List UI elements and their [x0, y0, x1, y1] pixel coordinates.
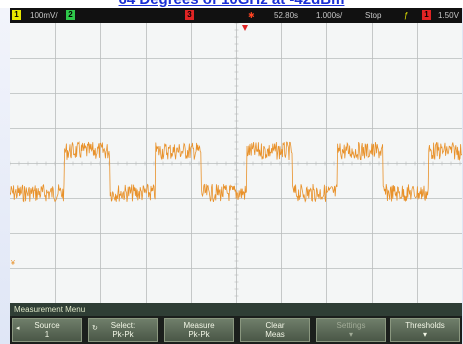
entry-knob-icon: ↻ [92, 325, 98, 332]
trigger-level: 1.50V [438, 11, 459, 20]
settings-softkey[interactable]: Settings ▾ [316, 318, 386, 342]
softkey-value: Meas [265, 330, 285, 339]
waveform-screen[interactable]: ¥ [10, 23, 462, 303]
trigger-edge-icon: ƒ [404, 11, 409, 20]
caption-link[interactable]: 64 Degrees of 10GHz at -42dBm [119, 0, 345, 8]
ground-marker: ¥ [11, 260, 15, 267]
select-softkey[interactable]: ↻ Select: Pk-Pk [88, 318, 158, 342]
time-offset: 52.80s [274, 11, 299, 20]
trigger-position-marker [242, 25, 248, 31]
submenu-arrow-icon: ▾ [422, 330, 427, 339]
channel3-badge[interactable]: 3 [185, 10, 194, 20]
softkey-value: Pk-Pk [112, 330, 134, 339]
time-scale: 1.000s/ [316, 11, 343, 20]
softkey-label: Thresholds [405, 321, 445, 330]
measure-softkey[interactable]: Measure Pk-Pk [164, 318, 234, 342]
waveform-svg: ¥ [10, 23, 462, 303]
clear-meas-softkey[interactable]: Clear Meas [240, 318, 310, 342]
softkey-label: Measure [183, 321, 215, 330]
softkey-label: Settings [336, 321, 366, 330]
page-caption: 64 Degrees of 10GHz at -42dBm [0, 0, 463, 8]
background-strip [0, 8, 10, 344]
channel1-trace [10, 140, 462, 203]
run-state: Stop [365, 11, 382, 20]
oscilloscope-display: 1 100mV/ 2 3 ✱ 52.80s 1.000s/ Stop ƒ 1 1… [10, 8, 462, 344]
softkey-knob-icon: ◂ [16, 325, 20, 332]
marker-icon: ✱ [248, 11, 255, 20]
trigger-channel-badge: 1 [422, 10, 431, 20]
softkey-label: Select: [110, 321, 136, 330]
channel1-badge[interactable]: 1 [12, 10, 21, 20]
softkey-value: Pk-Pk [188, 330, 210, 339]
softkey-label: Clear [265, 321, 285, 330]
channel2-badge[interactable]: 2 [66, 10, 75, 20]
thresholds-softkey[interactable]: Thresholds ▾ [390, 318, 460, 342]
channel1-scale: 100mV/ [30, 11, 58, 20]
graticule [10, 23, 462, 303]
submenu-arrow-icon: ▾ [348, 330, 353, 339]
softkey-value: 1 [44, 330, 50, 339]
menu-title: Measurement Menu [10, 303, 462, 316]
softkey-bar: ◂ Source 1 ↻ Select: Pk-Pk Measure Pk-Pk… [10, 316, 462, 344]
source-softkey[interactable]: ◂ Source 1 [12, 318, 82, 342]
softkey-label: Source [34, 321, 60, 330]
status-bar: 1 100mV/ 2 3 ✱ 52.80s 1.000s/ Stop ƒ 1 1… [10, 8, 462, 23]
